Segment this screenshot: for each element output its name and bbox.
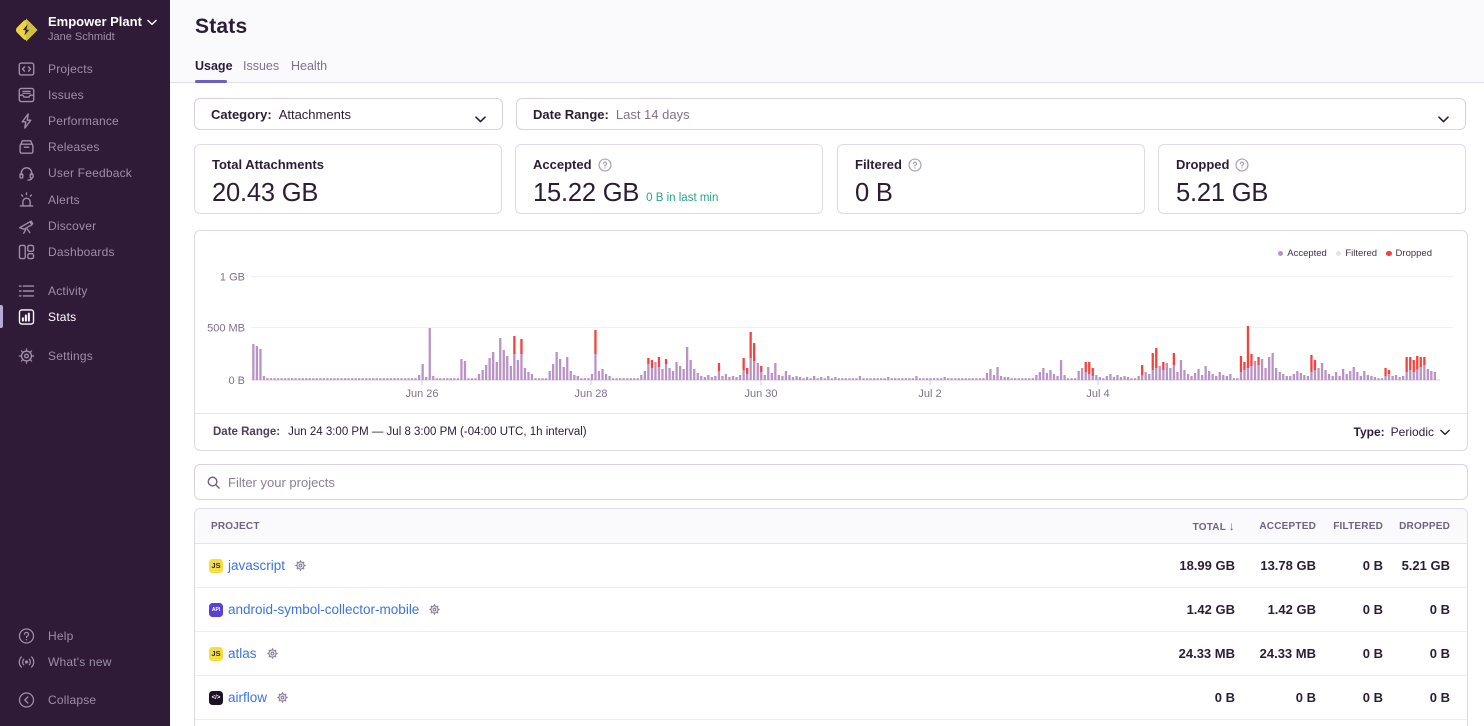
svg-text:0 B: 0 B bbox=[228, 375, 245, 387]
svg-text:500 MB: 500 MB bbox=[207, 323, 245, 335]
svg-text:Jul 2: Jul 2 bbox=[918, 388, 941, 400]
svg-text:Jun 26: Jun 26 bbox=[405, 388, 438, 400]
svg-text:Jun 28: Jun 28 bbox=[574, 388, 607, 400]
svg-text:Jun 30: Jun 30 bbox=[744, 388, 777, 400]
svg-text:Jul 4: Jul 4 bbox=[1086, 388, 1109, 400]
svg-text:1 GB: 1 GB bbox=[220, 272, 245, 284]
